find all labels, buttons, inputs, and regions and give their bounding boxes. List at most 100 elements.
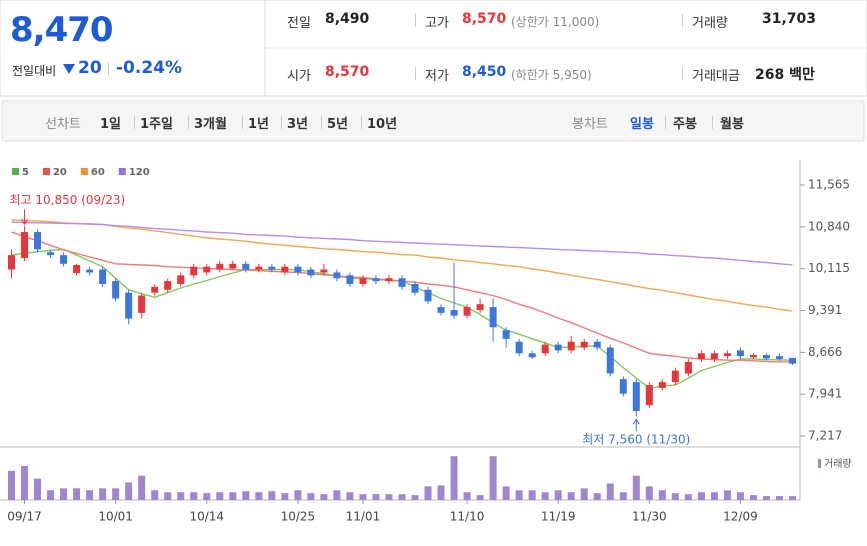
candle-body — [307, 269, 315, 276]
volume-bar — [476, 495, 484, 500]
candle-body — [450, 309, 458, 316]
separator — [188, 116, 189, 129]
legend-swatch — [118, 168, 126, 175]
x-tick-label: 10/01 — [98, 510, 133, 524]
volume-legend-swatch — [818, 459, 821, 468]
volume-bar — [736, 492, 744, 500]
summary-label: 시가 — [287, 69, 311, 84]
volume-bar — [463, 492, 471, 500]
separator — [682, 67, 683, 80]
candle-body — [99, 269, 107, 284]
period-tab[interactable]: 3년 — [287, 117, 309, 132]
volume-bar — [593, 493, 601, 500]
volume-bar — [515, 490, 523, 500]
volume-bar — [307, 493, 315, 500]
candle-body — [242, 263, 250, 270]
separator — [415, 14, 416, 27]
candle-tab[interactable]: 주봉 — [673, 117, 697, 132]
x-tick-label: 11/01 — [346, 510, 381, 524]
period-tab[interactable]: 1일 — [100, 117, 122, 132]
candle-body — [385, 278, 393, 282]
volume-bar — [268, 491, 276, 500]
period-tab[interactable]: 3개월 — [194, 117, 227, 132]
candle-body — [177, 275, 185, 284]
volume-bar — [541, 492, 549, 500]
volume-bar — [8, 470, 16, 500]
summary-value: 8,490 — [325, 11, 370, 27]
volume-bar — [671, 493, 679, 500]
candle-body — [736, 350, 744, 357]
change: 20 — [78, 58, 102, 78]
legend-swatch — [12, 168, 19, 175]
x-tick-label: 11/19 — [541, 510, 576, 524]
separator — [682, 14, 683, 27]
separator — [134, 116, 135, 129]
summary-note: (하한가 5,950) — [511, 68, 592, 82]
candle-body — [554, 344, 562, 351]
low-arrowhead — [632, 418, 640, 425]
volume-bar — [489, 456, 497, 500]
volume-bar — [606, 483, 614, 500]
period-tab[interactable]: 1년 — [248, 117, 270, 132]
candle-body — [151, 286, 159, 293]
volume-bar — [320, 494, 328, 500]
change-label: 전일대비 — [12, 64, 57, 78]
candle-body — [606, 347, 614, 374]
price: 8,470 — [10, 10, 114, 50]
candle-body — [411, 283, 419, 293]
candle-body — [320, 269, 328, 273]
change-rate: -0.24% — [116, 58, 183, 78]
x-tick-label: 10/25 — [281, 510, 316, 524]
y-tick-label: 11,565 — [808, 177, 850, 191]
candle-tab[interactable]: 일봉 — [630, 117, 654, 132]
volume-bar — [190, 492, 198, 500]
volume-bar — [229, 492, 237, 500]
volume-bar — [333, 490, 341, 500]
volume-bar — [99, 488, 107, 500]
candle-tab[interactable]: 월봉 — [720, 117, 744, 132]
tab-bar — [1, 100, 865, 142]
candle-body — [346, 275, 354, 284]
candle-body — [567, 341, 575, 351]
volume-bar — [281, 493, 289, 500]
volume-bar — [567, 492, 575, 500]
period-tab[interactable]: 1주일 — [140, 117, 173, 132]
volume-bar — [255, 492, 263, 500]
candle-body — [138, 295, 146, 313]
candle-body — [21, 232, 29, 259]
candle-body — [723, 353, 731, 357]
candle-body — [515, 341, 523, 354]
x-tick-label: 11/30 — [632, 510, 667, 524]
candle-body — [762, 355, 770, 359]
candle-body — [112, 281, 120, 299]
volume-bar — [177, 492, 185, 500]
legend-swatch — [42, 168, 50, 175]
summary-label: 고가 — [425, 16, 449, 31]
volume-bar — [125, 482, 133, 500]
x-tick-label: 09/17 — [7, 510, 42, 524]
volume-label: 거래량 — [824, 458, 852, 470]
candle-body — [541, 344, 549, 354]
candle-body — [749, 355, 757, 358]
separator — [242, 116, 243, 129]
summary-note: (상한가 11,000) — [511, 15, 600, 29]
volume-bar — [528, 490, 536, 500]
volume-bar — [60, 488, 68, 500]
candle-body — [73, 264, 81, 274]
volume-bar — [723, 490, 731, 500]
down-triangle — [63, 64, 75, 74]
separator — [108, 62, 109, 75]
separator — [281, 116, 282, 129]
period-tab[interactable]: 5년 — [327, 117, 349, 132]
volume-bar — [619, 492, 627, 500]
volume-bar — [164, 492, 172, 500]
volume-bar — [554, 490, 562, 500]
x-tick-label: 10/14 — [189, 510, 224, 524]
candle-body — [8, 255, 16, 270]
candle-body — [684, 361, 692, 374]
candle-body — [619, 379, 627, 394]
y-tick-label: 7,217 — [808, 428, 842, 442]
candle-body — [528, 353, 536, 358]
volume-bar — [294, 490, 302, 500]
period-tab[interactable]: 10년 — [367, 117, 398, 132]
